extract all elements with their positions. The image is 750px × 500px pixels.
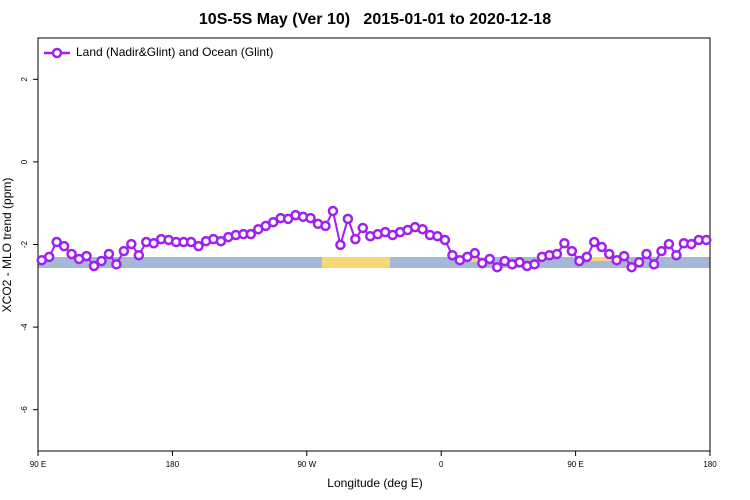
data-point [417, 223, 428, 235]
data-point [193, 240, 204, 252]
data-point [126, 238, 137, 250]
data-point [447, 249, 458, 261]
data-point [133, 249, 145, 261]
land-strip [462, 257, 492, 262]
data-point [327, 205, 339, 217]
land-strip [322, 257, 390, 268]
data-point [589, 236, 600, 248]
data-point [671, 249, 682, 261]
data-point [551, 248, 563, 260]
y-axis-label: XCO2 - MLO trend (ppm) [0, 178, 14, 313]
data-point [118, 245, 130, 257]
data-point [574, 255, 585, 267]
data-point [185, 236, 197, 248]
x-tick-label: 90 E [567, 460, 583, 469]
plot-frame [37, 37, 711, 452]
data-point [103, 248, 115, 260]
x-tick-label: 0 [439, 460, 444, 469]
data-point [663, 238, 675, 250]
data-point [626, 261, 637, 273]
data-point [559, 238, 570, 249]
land-strip [590, 257, 616, 261]
data-point [350, 233, 361, 245]
data-point [81, 250, 92, 262]
data-point [43, 251, 55, 263]
y-tick-label: -4 [20, 323, 29, 331]
data-point [701, 234, 712, 246]
data-point [484, 253, 495, 265]
data-point [335, 239, 346, 251]
data-point [96, 255, 107, 267]
x-tick-label: 90 W [297, 460, 316, 469]
legend-marker [51, 47, 63, 59]
y-tick-label: -2 [20, 240, 29, 248]
x-tick-label: 180 [703, 460, 717, 469]
data-point [51, 236, 62, 248]
data-point [58, 240, 70, 252]
data-point [648, 259, 660, 270]
data-point [581, 251, 593, 263]
data-point [566, 245, 578, 257]
data-point [357, 222, 369, 234]
data-point [603, 248, 615, 260]
y-tick-label: -6 [20, 406, 29, 414]
data-point [618, 250, 630, 262]
data-point [633, 257, 645, 268]
surface-strip [38, 257, 710, 268]
data-point [529, 259, 540, 270]
x-axis-label: Longitude (deg E) [327, 476, 422, 490]
x-tick-label: 180 [166, 460, 180, 469]
data-point [215, 235, 227, 247]
data-point [596, 241, 607, 253]
data-point [656, 245, 667, 257]
y-tick-label: 0 [20, 159, 29, 164]
data-point [267, 216, 279, 228]
data-point [686, 238, 697, 250]
data-point [88, 260, 100, 272]
data-point [342, 213, 354, 225]
data-point [320, 220, 331, 232]
data-point [245, 228, 257, 240]
data-point [469, 247, 481, 259]
data-point [477, 257, 488, 269]
data-point [491, 261, 503, 273]
data-point [111, 259, 122, 270]
data-point [641, 248, 652, 260]
chart-title: 10S-5S May (Ver 10) 2015-01-01 to 2020-1… [199, 11, 551, 28]
y-tick-label: 2 [20, 77, 29, 82]
data-point [439, 234, 451, 246]
data-point [148, 238, 159, 249]
legend-label: Land (Nadir&Glint) and Ocean (Glint) [76, 45, 273, 59]
data-point [305, 212, 316, 224]
x-tick-label: 90 E [30, 460, 46, 469]
data-point [611, 254, 622, 266]
data-point [66, 248, 77, 260]
